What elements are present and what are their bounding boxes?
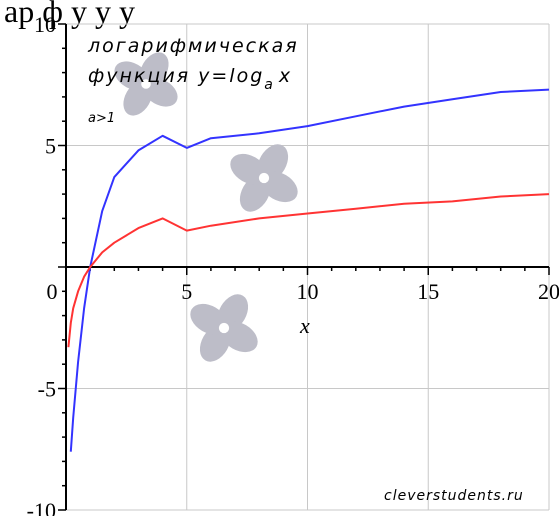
flower-petal — [190, 303, 228, 335]
tick-labels: 0 5 10 15 20 -10 -5 5 10 — [27, 12, 559, 516]
flower-center — [218, 322, 230, 334]
y-tick-label: -5 — [38, 377, 56, 402]
flower-center — [258, 172, 270, 184]
y-tick-label: 5 — [45, 134, 56, 159]
flower-petal — [220, 321, 258, 353]
annotation-function-prefix: функция y=log — [88, 65, 264, 87]
x-tick-label: 5 — [181, 279, 192, 304]
watermark-text: cleverstudents.ru — [384, 488, 524, 504]
x-tick-label: 0 — [47, 279, 58, 304]
annotation-function-arg: x — [278, 65, 292, 87]
flower-petal — [142, 77, 178, 107]
flower-petal — [260, 171, 298, 203]
tick-marks — [58, 23, 550, 511]
flower-petal — [123, 80, 153, 116]
flower-icon — [114, 52, 178, 116]
flower-petal — [239, 174, 271, 212]
flower-petal — [114, 61, 150, 91]
annotation-title: логарифмическая — [87, 35, 299, 57]
series-lines — [67, 88, 550, 452]
x-tick-label: 15 — [417, 279, 439, 304]
flower-petal — [230, 153, 268, 185]
x-axis-label: x — [299, 313, 310, 338]
annotation-function: функция y=loga x — [88, 65, 292, 93]
decorative-flowers — [114, 52, 298, 362]
flower-icon — [190, 294, 258, 362]
annotation-function-base: a — [264, 77, 275, 93]
x-tick-label: 20 — [538, 279, 559, 304]
flower-icon — [230, 144, 298, 212]
series-line-1 — [69, 88, 550, 452]
annotation-condition: a>1 — [88, 111, 115, 126]
flower-center — [141, 79, 151, 89]
top-cropped-text: ар ф у у у — [4, 0, 135, 29]
flower-petal — [199, 324, 231, 362]
series-line-2 — [67, 193, 550, 348]
x-tick-label: 10 — [297, 279, 319, 304]
y-tick-label: -10 — [27, 498, 56, 516]
y-tick-label: 10 — [34, 12, 56, 37]
